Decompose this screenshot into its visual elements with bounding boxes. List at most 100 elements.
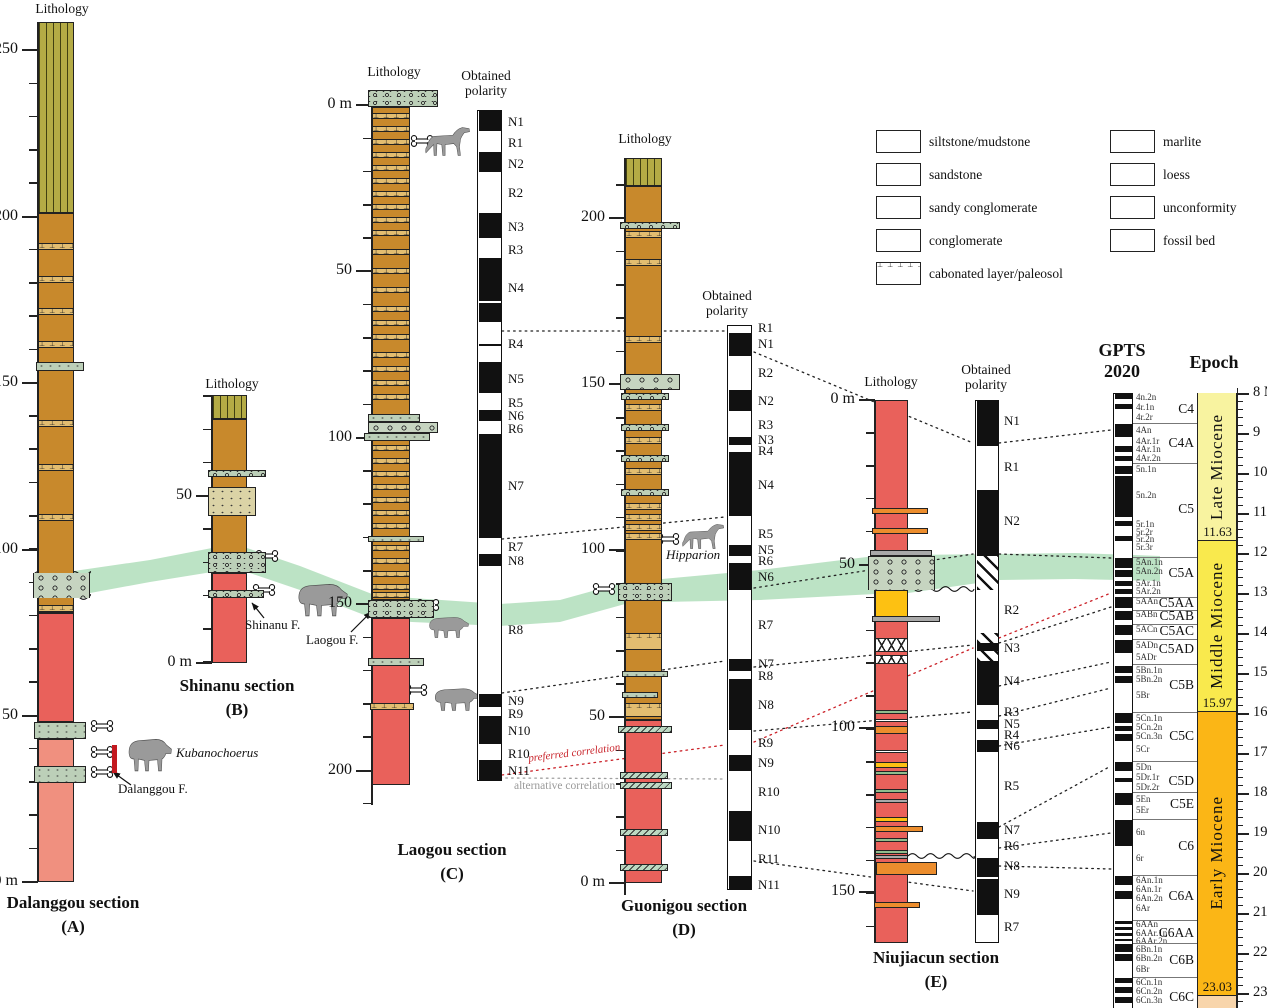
laogou-minor-tick (363, 403, 372, 406)
guonigou-layer-scg (621, 489, 669, 496)
guonigou-layer-carb (625, 514, 662, 521)
ma-major-tick (1237, 393, 1249, 395)
guonigou-minor-tick (616, 483, 625, 486)
niujiacun-layer-gry (870, 550, 932, 556)
gpts-chron-black (1114, 978, 1132, 983)
laogou-major-tick (356, 270, 372, 272)
ma-minor-tick (1237, 841, 1243, 842)
laogou-layer-carb (372, 152, 410, 158)
epoch-band (1197, 540, 1237, 711)
guonigou-layer-marl (620, 864, 668, 871)
dalanggou-minor-tick (29, 781, 38, 783)
niujiacun-minor-tick (866, 794, 875, 796)
ma-minor-tick (1237, 929, 1243, 930)
ma-minor-tick (1237, 865, 1243, 866)
dalanggou-major-tick (22, 715, 38, 717)
niujiacun-zone-label: N6 (1004, 738, 1020, 753)
ma-major-tick (1237, 513, 1249, 515)
gpts-subchron-label: 6r (1136, 853, 1144, 863)
ma-major-tick (1237, 473, 1249, 475)
legend-label: conglomerate (929, 233, 1003, 248)
dalanggou-minor-tick (29, 415, 38, 417)
shinanu-axis-label: 50 (176, 486, 192, 503)
guonigou-zone-N8 (728, 679, 751, 730)
laogou-layer-sst (368, 414, 420, 422)
dalanggou-title: Dalanggou section (6, 893, 140, 912)
dalanggou-minor-tick (29, 747, 38, 750)
gpts-subchron-label: 5Dn (1136, 762, 1152, 772)
ma-minor-tick (1237, 665, 1243, 666)
laogou-layer-carb (372, 230, 410, 236)
alternative-correlation-label: alternative correlation (514, 780, 616, 792)
laogou-axis-label: 50 (336, 261, 352, 278)
niujiacun-zone-label: N9 (1004, 886, 1020, 901)
fossil-range-bar (112, 745, 117, 773)
laogou-zone-label: R7 (508, 539, 524, 554)
niujiacun-minor-tick (866, 859, 875, 862)
gpts-chron-black (1114, 625, 1132, 635)
guonigou-layer-sst (622, 692, 658, 698)
laogou-zone-N5 (478, 362, 501, 393)
laogou-minor-tick (363, 137, 372, 140)
laogou-layer-carb (372, 204, 410, 210)
guonigou-zone-label: R4 (758, 443, 774, 458)
epoch-label-wrap: Late Miocene (1197, 393, 1237, 540)
ma-minor-tick (1237, 489, 1243, 490)
laogou-zone-label: N3 (508, 219, 524, 234)
gpts-subchron-label: 6AAr.1n (1136, 928, 1168, 938)
niujiacun-zone-N6 (976, 740, 998, 752)
gpts-chron-black (1114, 597, 1132, 608)
dalanggou-axis-label: 50 (2, 706, 18, 723)
epoch-band (1197, 393, 1237, 540)
laogou-layer-carb (372, 510, 410, 516)
laogou-minor-tick (363, 337, 372, 339)
niujiacun-zone-label: R5 (1004, 778, 1020, 793)
guonigou-layer-redm (625, 720, 662, 883)
guonigou-zone-label: R7 (758, 617, 774, 632)
niujiacun-zone-label: N2 (1004, 513, 1020, 528)
ma-label: 18 (1253, 784, 1267, 800)
dalanggou-minor-tick (29, 481, 38, 484)
legend-swatch-sandstone (876, 163, 921, 186)
niujiacun-layer-org (872, 508, 928, 514)
ma-minor-tick (1237, 409, 1243, 410)
ma-minor-tick (1237, 705, 1243, 706)
ma-minor-tick (1237, 537, 1243, 538)
laogou-zone-N9 (478, 694, 501, 707)
dalanggou-layer-carb (38, 308, 74, 315)
laogou-zone-label: R1 (508, 135, 524, 150)
laogou-layer-carb (372, 249, 410, 255)
laogou-major-tick (356, 770, 372, 772)
gpts-chron-divider (1133, 597, 1197, 598)
niujiacun-title: Niujiacun section (872, 948, 1000, 967)
dalanggou-layer-carb (38, 464, 74, 471)
dalanggou-axis-label: 250 (0, 40, 18, 57)
niujiacun-axis-label: 0 m (830, 390, 855, 407)
niujiacun-layer-org (876, 862, 937, 875)
laogou-zone-label: N1 (508, 114, 524, 129)
ma-major-tick (1237, 873, 1249, 875)
preferred-correlation-label: preferred correlation (527, 741, 621, 765)
guonigou-minor-tick (616, 816, 625, 818)
fossil-bone-icon (410, 135, 434, 147)
dalanggou-axis-label: 0 m (0, 872, 18, 889)
guonigou-layer-carb (625, 404, 662, 411)
dalanggou-minor-tick (29, 448, 38, 450)
ma-minor-tick (1237, 889, 1243, 890)
laogou-minor-tick (363, 570, 372, 572)
guonigou-layer-sst (622, 671, 668, 677)
laogou-layer-carb (372, 352, 410, 358)
niujiacun-polarity-header: polarity (965, 377, 1007, 392)
niujiacun-zone-N2 (976, 490, 998, 556)
laogou-zone-label: R8 (508, 622, 524, 637)
gpts-subchron-label: 5Bn.1n (1136, 665, 1163, 675)
gpts-subchron-label: 6AAr.2n (1136, 936, 1168, 946)
gpts-subchron-label: 5Er (1136, 805, 1149, 815)
ma-major-tick (1237, 913, 1249, 915)
legend-swatch-unconformity (1110, 196, 1155, 219)
laogou-layer-carb (372, 287, 410, 293)
gpts-chron-label: C5B (1169, 677, 1194, 692)
guonigou-zone-label: R8 (758, 668, 774, 683)
laogou-layer-carb (372, 558, 410, 564)
gpts-subchron-label: 4Ar.1n (1136, 444, 1161, 454)
